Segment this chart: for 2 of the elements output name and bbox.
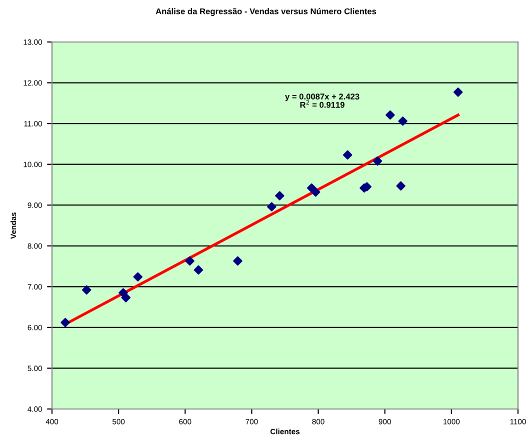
chart-title: Análise da Regressão - Vendas versus Número Clientes [156, 8, 376, 16]
annotation: y = 0.0087x + 2.423 R$^{2}$ = 0.9119 [285, 94, 360, 108]
